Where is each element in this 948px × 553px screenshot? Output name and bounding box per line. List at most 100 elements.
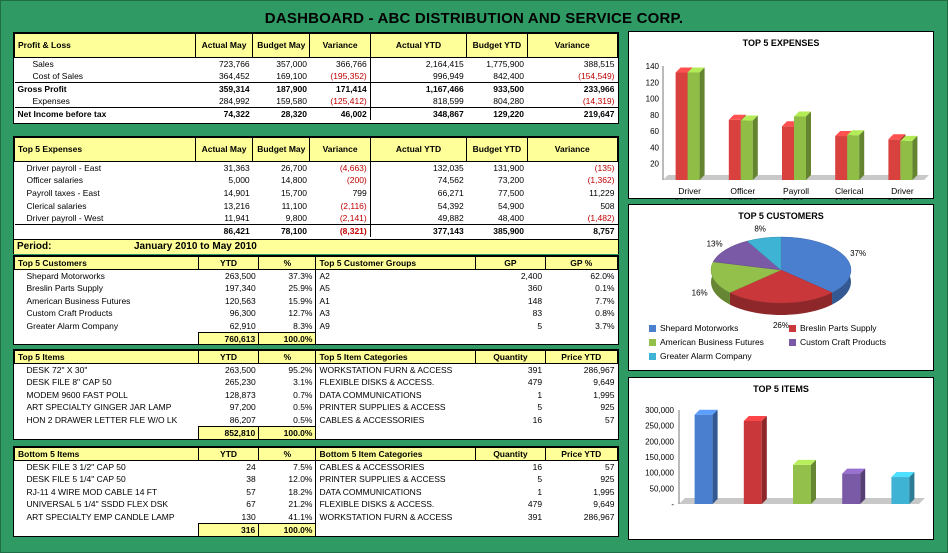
- value-cell: 48,400: [498, 212, 525, 223]
- profit-loss-table: Profit & Loss Actual May Budget May Varianc…: [13, 32, 619, 124]
- value-cell: 12.7%: [288, 308, 313, 319]
- value-cell: 9,649: [593, 376, 615, 387]
- value-cell: 37.3%: [288, 270, 313, 281]
- value-cell: 62.0%: [590, 270, 615, 281]
- legend-item: Shepard Motorworks: [649, 323, 738, 333]
- value-cell: 18.2%: [288, 486, 313, 497]
- value-cell: 97,200: [229, 402, 256, 413]
- table-row: Shepard Motorworks 263,500 37.3% A2 2,400 62.…: [15, 269, 618, 282]
- value-cell: 1: [537, 486, 543, 497]
- total-cell: 316: [197, 522, 260, 536]
- value-cell: 391: [527, 511, 543, 522]
- total-cell: 100.0%: [258, 522, 317, 536]
- value-cell: 120,563: [224, 295, 256, 306]
- row-label: Driver payroll - West: [26, 212, 104, 223]
- expense-bar: [687, 67, 705, 180]
- top-items-chart: TOP 5 ITEMS 300,000 250,000 200,000 150,000…: [628, 377, 934, 540]
- value-cell: 57: [605, 414, 615, 425]
- value-cell: 286,967: [583, 364, 615, 375]
- period-label: Period:: [17, 241, 52, 252]
- value-cell: A5: [315, 281, 476, 295]
- value-cell: DATA COMMUNICATIONS: [315, 388, 476, 401]
- value-cell: 479: [527, 499, 543, 510]
- legend-swatch: [649, 339, 656, 347]
- value-cell: 5: [537, 402, 543, 413]
- value-cell: 131,900: [493, 163, 525, 174]
- value-cell: 62,910: [229, 320, 256, 331]
- value-cell: (125,412): [330, 96, 367, 107]
- value-cell: 21.2%: [288, 499, 313, 510]
- value-cell: 0.1%: [595, 282, 615, 293]
- value-cell: 933,500: [466, 82, 528, 96]
- table-row: ART SPECIALTY GINGER JAR LAMP 97,200 0.5% P…: [15, 400, 618, 414]
- value-cell: 74,322: [195, 107, 253, 121]
- row-label: Payroll taxes - East: [26, 187, 100, 198]
- table-row: Expenses 284,992 159,580 (125,412) 818,599 80…: [15, 95, 618, 108]
- value-cell: 28,320: [252, 107, 310, 121]
- column-header: Price YTD: [544, 350, 618, 364]
- value-cell: 996,949: [369, 70, 467, 83]
- row-label: Sales: [32, 59, 54, 70]
- value-cell: 16: [532, 461, 543, 472]
- value-cell: 11,941: [224, 212, 250, 223]
- value-cell: 86,207: [229, 414, 256, 425]
- total-row: 316 100.0%: [15, 522, 618, 536]
- total-cell: 852,810: [197, 425, 260, 439]
- legend-label: Shepard Motorworks: [660, 323, 739, 333]
- table-row: Officer salaries 5,000 14,800 (200) 74,562 73…: [15, 174, 618, 187]
- value-cell: 96,300: [229, 308, 256, 319]
- value-cell: 348,867: [369, 107, 467, 121]
- value-cell: (4,663): [339, 163, 367, 174]
- value-cell: 925: [600, 402, 615, 413]
- legend-swatch: [649, 353, 656, 361]
- table-row: UNIVERSAL 5 1/4" SSDD FLEX DSK 67 21.2% FLE…: [15, 497, 618, 511]
- value-cell: 364,452: [218, 71, 250, 82]
- value-cell: (14,319): [582, 96, 615, 107]
- value-cell: 16: [532, 414, 543, 425]
- value-cell: 46,002: [309, 107, 371, 121]
- y-tick-label: 300,000: [645, 406, 674, 415]
- value-cell: 15.9%: [288, 295, 313, 306]
- y-tick-label: 200,000: [645, 437, 674, 446]
- pie-slice-side: [711, 261, 730, 305]
- value-cell: 0.5%: [293, 402, 313, 413]
- table-row: Breslin Parts Supply 197,340 25.9% A5 360 0.1…: [15, 281, 618, 295]
- value-cell: A2: [315, 269, 476, 282]
- value-cell: 286,967: [583, 511, 615, 522]
- column-header: GP %: [544, 256, 618, 270]
- value-cell: 148: [527, 295, 543, 306]
- legend-item: American Business Futures: [649, 337, 764, 347]
- row-label: Net Income before tax: [14, 107, 196, 121]
- expense-bar: [740, 115, 758, 180]
- y-tick-label: 80: [650, 111, 659, 120]
- value-cell: 38: [246, 473, 256, 484]
- pie-slice: [729, 269, 833, 304]
- empty-cell: [315, 332, 476, 344]
- value-cell: 54,900: [498, 200, 525, 211]
- table-row: Net Income before tax 74,322 28,320 46,002 3…: [14, 107, 618, 121]
- row-label: [15, 523, 199, 536]
- value-cell: 7.7%: [595, 295, 615, 306]
- value-cell: 130: [241, 511, 256, 522]
- total-cell: 760,613: [197, 331, 260, 344]
- value-cell: 187,900: [252, 82, 310, 96]
- value-cell: 25.9%: [288, 282, 313, 293]
- value-cell: 41.1%: [288, 511, 313, 522]
- value-cell: 5: [537, 320, 543, 331]
- value-cell: PRINTER SUPPLIES & ACCESS: [315, 400, 476, 414]
- value-cell: DESK FILE 8" CAP 50: [26, 376, 112, 387]
- value-cell: 8.3%: [293, 320, 313, 331]
- column-header: Profit & Loss: [14, 33, 196, 58]
- total-cell: 385,900: [466, 223, 528, 238]
- pie-data-label: 16%: [692, 289, 708, 298]
- value-cell: 818,599: [369, 95, 467, 108]
- value-cell: 508: [600, 200, 615, 211]
- value-cell: 159,580: [276, 96, 307, 107]
- column-header: %: [258, 447, 317, 461]
- total-cell: 377,143: [369, 223, 467, 238]
- value-cell: 842,400: [493, 71, 525, 82]
- value-cell: (2,116): [340, 200, 367, 211]
- value-cell: DESK 72" X 30": [26, 364, 88, 375]
